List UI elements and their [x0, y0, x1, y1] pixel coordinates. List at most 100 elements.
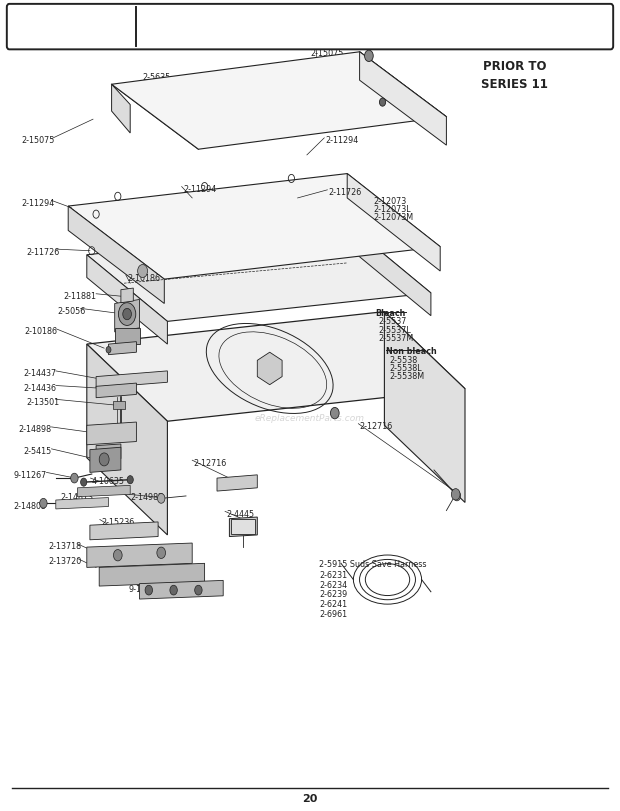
- Text: 2-12073L: 2-12073L: [373, 204, 411, 213]
- Polygon shape: [68, 207, 164, 304]
- Text: eReplacementParts.com: eReplacementParts.com: [255, 413, 365, 423]
- Text: 2-5538L: 2-5538L: [389, 363, 422, 372]
- Text: 2-14898: 2-14898: [19, 425, 51, 434]
- Text: 4-10635: 4-10635: [92, 476, 125, 485]
- Text: 2-15075: 2-15075: [310, 49, 343, 58]
- Text: 2-14987: 2-14987: [130, 492, 164, 501]
- Text: 2-6231: 2-6231: [319, 570, 347, 579]
- Polygon shape: [90, 522, 158, 540]
- Text: 2-12073: 2-12073: [373, 196, 407, 205]
- Polygon shape: [360, 53, 446, 146]
- Text: Bleach: Bleach: [375, 308, 405, 317]
- Polygon shape: [78, 486, 130, 497]
- Polygon shape: [121, 289, 133, 303]
- Text: 2-4445: 2-4445: [226, 509, 254, 518]
- Text: 2-14805: 2-14805: [14, 501, 46, 510]
- Polygon shape: [257, 353, 282, 385]
- Text: 2-11726: 2-11726: [26, 247, 60, 256]
- Circle shape: [145, 586, 153, 595]
- Circle shape: [365, 51, 373, 62]
- Text: 2-6961: 2-6961: [319, 609, 347, 618]
- FancyBboxPatch shape: [7, 5, 613, 50]
- Circle shape: [123, 309, 131, 320]
- Circle shape: [40, 499, 47, 508]
- Text: 2-11726: 2-11726: [329, 188, 362, 197]
- Text: 2-11294: 2-11294: [183, 185, 216, 194]
- Polygon shape: [87, 255, 167, 345]
- Polygon shape: [140, 581, 223, 599]
- Polygon shape: [87, 345, 167, 535]
- Polygon shape: [115, 328, 140, 345]
- Text: 2-12073M: 2-12073M: [373, 212, 414, 221]
- Text: 2-13501: 2-13501: [26, 397, 59, 406]
- Text: 2-14813: 2-14813: [61, 492, 94, 501]
- Polygon shape: [68, 174, 440, 280]
- Text: 2-5635L: 2-5635L: [143, 81, 175, 90]
- Text: ALL MODELS: ALL MODELS: [12, 14, 96, 27]
- Text: 2-13718: 2-13718: [48, 542, 81, 551]
- Text: 2-15075: 2-15075: [22, 136, 55, 145]
- Polygon shape: [87, 312, 465, 422]
- Circle shape: [106, 347, 111, 354]
- Text: Non bleach: Non bleach: [386, 346, 436, 355]
- Polygon shape: [87, 423, 136, 445]
- Polygon shape: [112, 53, 446, 150]
- Polygon shape: [217, 475, 257, 491]
- Text: 2-5056: 2-5056: [58, 307, 86, 315]
- Polygon shape: [96, 444, 121, 461]
- Text: 2-12716: 2-12716: [360, 422, 393, 431]
- Text: 2-5635M: 2-5635M: [143, 89, 178, 98]
- Text: 2-11294: 2-11294: [326, 136, 359, 145]
- Text: 2-6234: 2-6234: [319, 580, 347, 589]
- Polygon shape: [96, 371, 167, 388]
- Text: 2-13720: 2-13720: [48, 556, 82, 565]
- Polygon shape: [90, 448, 121, 473]
- Text: 2-5537M: 2-5537M: [378, 333, 414, 342]
- Circle shape: [138, 265, 148, 278]
- Circle shape: [170, 586, 177, 595]
- Polygon shape: [115, 300, 140, 333]
- Text: 2-10186: 2-10186: [127, 273, 160, 282]
- Text: 2-6241: 2-6241: [319, 599, 347, 608]
- Polygon shape: [87, 543, 192, 568]
- Bar: [231, 519, 255, 534]
- Text: 2-5635: 2-5635: [143, 73, 171, 82]
- Text: 2-14436: 2-14436: [23, 384, 56, 393]
- Text: 2-5538M: 2-5538M: [389, 371, 425, 380]
- Text: 9-10182: 9-10182: [129, 584, 162, 593]
- Text: 3-13559: 3-13559: [338, 101, 371, 109]
- Text: 2-15236: 2-15236: [101, 517, 135, 526]
- Circle shape: [330, 408, 339, 419]
- Text: 2-11294: 2-11294: [22, 199, 55, 208]
- Text: 2-10186: 2-10186: [25, 327, 58, 336]
- Polygon shape: [384, 312, 465, 503]
- Text: 2-5537: 2-5537: [378, 317, 407, 326]
- Circle shape: [71, 474, 78, 483]
- Text: TOP COVER, CONSOLE & LID SWITCH: TOP COVER, CONSOLE & LID SWITCH: [113, 14, 358, 27]
- Circle shape: [127, 476, 133, 484]
- Text: 9-11267: 9-11267: [14, 470, 47, 479]
- Polygon shape: [347, 174, 440, 272]
- Text: 2-5538: 2-5538: [389, 355, 418, 364]
- Text: 2-6239: 2-6239: [319, 590, 348, 599]
- Polygon shape: [96, 384, 136, 398]
- Text: 2-5537L: 2-5537L: [378, 325, 411, 334]
- Text: 2-12716: 2-12716: [193, 458, 227, 467]
- Bar: [113, 401, 125, 410]
- Circle shape: [195, 586, 202, 595]
- Circle shape: [379, 99, 386, 107]
- Polygon shape: [350, 227, 431, 316]
- Circle shape: [99, 453, 109, 466]
- Text: 2-14437: 2-14437: [23, 369, 56, 378]
- Text: 2-5415: 2-5415: [24, 447, 52, 456]
- Circle shape: [118, 303, 136, 326]
- Polygon shape: [112, 85, 130, 134]
- Polygon shape: [108, 342, 136, 355]
- Polygon shape: [229, 517, 257, 537]
- Text: 2-5915 Suds Save Harness: 2-5915 Suds Save Harness: [319, 560, 427, 569]
- Circle shape: [157, 547, 166, 559]
- Polygon shape: [56, 498, 108, 509]
- Text: 20: 20: [303, 793, 317, 803]
- Circle shape: [157, 494, 165, 504]
- Text: 2-11881: 2-11881: [64, 292, 97, 301]
